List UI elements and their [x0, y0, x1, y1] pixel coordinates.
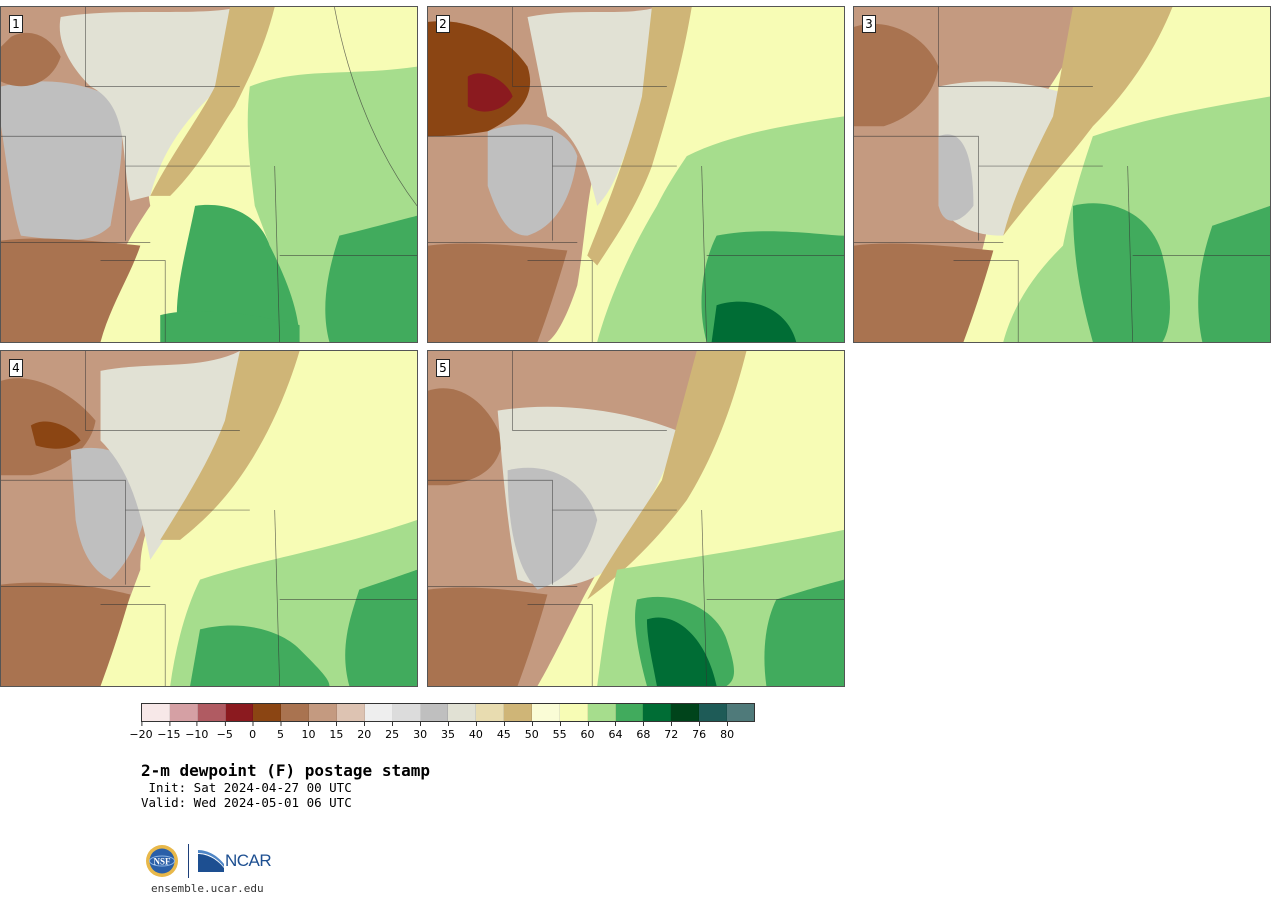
panel-label: 4 — [9, 359, 23, 377]
ncar-logo-icon — [198, 850, 224, 872]
colorbar-swatch — [392, 704, 421, 721]
colorbar-tick-label: 15 — [329, 722, 343, 741]
colorbar-tick-label: 40 — [469, 722, 483, 741]
dewpoint-map — [854, 7, 1270, 342]
colorbar-tick-label: 0 — [249, 722, 256, 741]
colorbar-tick-label: 76 — [692, 722, 706, 741]
colorbar — [141, 703, 755, 722]
ncar-logo-text: NCAR — [225, 851, 272, 870]
panel-label: 5 — [436, 359, 450, 377]
ncar-logo: NCAR — [198, 850, 272, 872]
map-panel-2: 2 — [427, 6, 845, 343]
init-time: Init: Sat 2024-04-27 00 UTC — [141, 780, 352, 795]
colorbar-tick-label: −20 — [129, 722, 153, 741]
colorbar-swatch — [699, 704, 728, 721]
panel-label: 2 — [436, 15, 450, 33]
nsf-logo-text: NSF — [153, 857, 171, 867]
dewpoint-map — [428, 7, 844, 342]
colorbar-tick-label: 60 — [581, 722, 595, 741]
logo-divider — [188, 844, 189, 878]
colorbar-tick-label: −5 — [217, 722, 233, 741]
colorbar-swatch — [142, 704, 170, 721]
colorbar-tick-label: 64 — [608, 722, 622, 741]
colorbar-tick-label: 80 — [720, 722, 734, 741]
colorbar-tick-label: 20 — [357, 722, 371, 741]
colorbar-swatch — [504, 704, 533, 721]
colorbar-swatch — [281, 704, 310, 721]
colorbar-swatch — [671, 704, 700, 721]
colorbar-tick-label: 5 — [277, 722, 284, 741]
colorbar-tick-label: 45 — [497, 722, 511, 741]
colorbar-swatch — [197, 704, 226, 721]
valid-time: Valid: Wed 2024-05-01 06 UTC — [141, 795, 352, 810]
colorbar-swatch — [532, 704, 560, 721]
colorbar-tick-label: 25 — [385, 722, 399, 741]
colorbar-tick-label: 55 — [553, 722, 567, 741]
colorbar-tick-label: −15 — [157, 722, 181, 741]
colorbar-tick-label: −10 — [185, 722, 208, 741]
site-url: ensemble.ucar.edu — [151, 882, 264, 895]
colorbar-swatch — [587, 704, 616, 721]
colorbar-tick-label: 50 — [525, 722, 539, 741]
colorbar-swatch — [309, 704, 338, 721]
colorbar-swatch — [337, 704, 365, 721]
panel-label: 1 — [9, 15, 23, 33]
dewpoint-map — [1, 351, 417, 686]
dewpoint-map — [1, 7, 417, 342]
colorbar-swatch — [643, 704, 672, 721]
panel-label: 3 — [862, 15, 876, 33]
chart-title: 2-m dewpoint (F) postage stamp — [141, 761, 430, 780]
colorbar-swatch — [169, 704, 198, 721]
colorbar-swatch — [559, 704, 588, 721]
colorbar-swatch — [253, 704, 282, 721]
colorbar-swatch — [225, 704, 254, 721]
colorbar-swatch — [448, 704, 477, 721]
colorbar-swatch — [476, 704, 505, 721]
nsf-logo-icon: NSF — [146, 845, 178, 877]
colorbar-swatch — [615, 704, 644, 721]
logo-row: NSF NCAR — [145, 843, 272, 879]
colorbar-tick-label: 72 — [664, 722, 678, 741]
colorbar-swatch — [727, 704, 754, 721]
colorbar-tick-label: 10 — [301, 722, 315, 741]
colorbar-tick-label: 35 — [441, 722, 455, 741]
colorbar-tick-label: 68 — [636, 722, 650, 741]
map-panel-3: 3 — [853, 6, 1271, 343]
colorbar-tick-label: 30 — [413, 722, 427, 741]
map-panel-1: 1 — [0, 6, 418, 343]
colorbar-swatch — [364, 704, 393, 721]
colorbar-ticks: −20 −15 −10 −5 0 5 10 15 20 25 30 35 40 45 50 55 60 64 68 7… — [129, 722, 755, 742]
map-panel-5: 5 — [427, 350, 845, 687]
colorbar-swatch — [420, 704, 449, 721]
map-panel-4: 4 — [0, 350, 418, 687]
dewpoint-map — [428, 351, 844, 686]
